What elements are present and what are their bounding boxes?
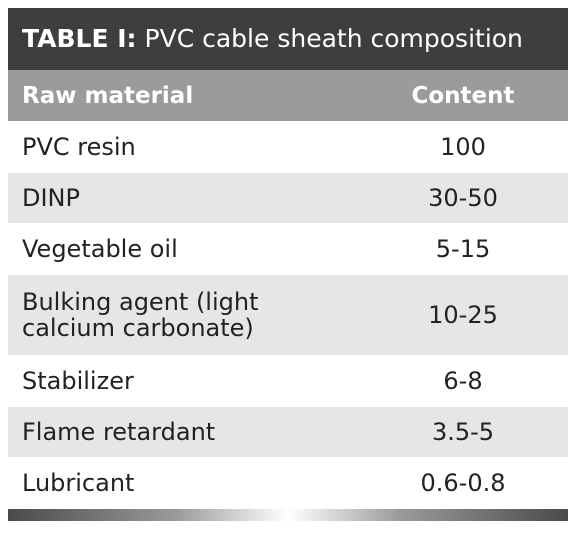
cell: 10-25 — [428, 301, 498, 329]
cell: Vegetable oil — [22, 235, 178, 263]
footer-bar — [8, 509, 568, 521]
table-row: PVC resin 100 — [8, 122, 568, 173]
header-cell: Raw material — [22, 82, 194, 109]
title-text: PVC cable sheath composition — [144, 24, 523, 53]
cell: Bulking agent (light calcium carbonate) — [22, 288, 259, 342]
header-cell: Content — [411, 82, 515, 109]
cell: 6-8 — [443, 367, 483, 395]
cell: 0.6-0.8 — [420, 469, 506, 497]
table-card: TABLE I: PVC cable sheath composition Raw… — [8, 8, 568, 521]
table-body: PVC resin 100 DINP 30-50 Vegetable oil 5-15 Bu… — [8, 122, 568, 509]
cell: PVC resin — [22, 133, 136, 161]
title-label: TABLE I: — [22, 24, 137, 53]
header-row: Raw material Content — [8, 70, 568, 122]
cell: Stabilizer — [22, 367, 134, 395]
table-row: Flame retardant 3.5-5 — [8, 407, 568, 458]
table-row: Lubricant 0.6-0.8 — [8, 458, 568, 509]
cell: DINP — [22, 184, 80, 212]
cell: 3.5-5 — [431, 418, 495, 446]
cell: Lubricant — [22, 469, 135, 497]
cell: 5-15 — [435, 235, 491, 263]
table-row: DINP 30-50 — [8, 173, 568, 224]
cell: 30-50 — [428, 184, 498, 212]
table-row: Bulking agent (light calcium carbonate) 1… — [8, 275, 568, 356]
cell: Flame retardant — [22, 418, 216, 446]
table-row: Vegetable oil 5-15 — [8, 224, 568, 275]
cell: 100 — [440, 133, 486, 161]
table-row: Stabilizer 6-8 — [8, 356, 568, 407]
table-title: TABLE I: PVC cable sheath composition — [8, 8, 568, 70]
